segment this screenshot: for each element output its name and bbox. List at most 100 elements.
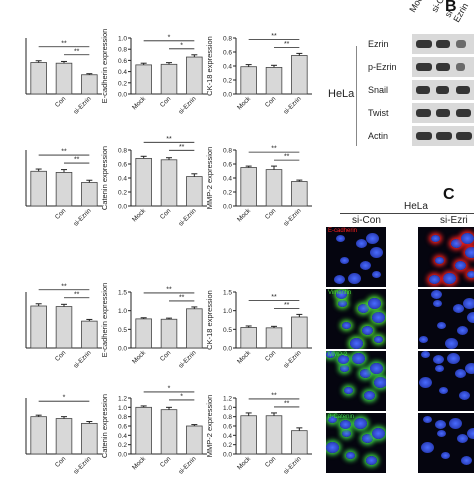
y-tick-label: 0.2 bbox=[118, 80, 127, 87]
nucleus bbox=[336, 235, 345, 242]
nucleus bbox=[342, 430, 351, 437]
bar bbox=[160, 409, 178, 455]
blot-bracket bbox=[356, 46, 357, 146]
bar-chart-svg: Con si-Ezrin ** ** bbox=[25, 283, 102, 370]
nucleus bbox=[360, 369, 371, 378]
nucleus bbox=[423, 416, 432, 423]
nucleus bbox=[344, 387, 353, 394]
y-axis-label: CK-18 expression bbox=[205, 36, 214, 96]
x-tick-label: Mock bbox=[236, 207, 252, 223]
if-stain-label: MMP-2 bbox=[328, 352, 348, 358]
nucleus bbox=[364, 391, 375, 400]
significance-label: ** bbox=[61, 40, 67, 47]
if-tile-si-ezrin bbox=[418, 351, 474, 411]
nucleus bbox=[433, 300, 442, 307]
y-tick-label: 0.6 bbox=[118, 424, 127, 431]
y-axis-label: E-cadherin expression bbox=[100, 283, 109, 358]
bar bbox=[160, 63, 178, 95]
nucleus bbox=[467, 428, 474, 439]
blot-cell-line: HeLa bbox=[328, 88, 355, 100]
x-tick-label: Con bbox=[159, 349, 173, 363]
blot-protein-label: Twist bbox=[368, 108, 389, 118]
y-tick-label: 0.8 bbox=[223, 414, 232, 421]
nucleus bbox=[465, 363, 474, 374]
bar-chart-9: 0.0 0.5 1.0 1.5 Mock Con si-Ezrin ** ** CK-18 exp… bbox=[200, 290, 320, 378]
y-tick-label: 1.0 bbox=[118, 36, 127, 43]
y-tick-label: 0.8 bbox=[118, 148, 127, 155]
blot-band bbox=[436, 63, 450, 71]
significance-label: ** bbox=[74, 291, 80, 298]
x-tick-label: si-Ezrin bbox=[72, 95, 93, 116]
y-axis-label: Catenin expression bbox=[100, 146, 109, 210]
nucleus bbox=[338, 355, 349, 364]
nucleus bbox=[362, 434, 373, 443]
x-tick-label: si-Ezrin bbox=[282, 207, 303, 228]
nucleus bbox=[366, 233, 379, 244]
nucleus bbox=[457, 434, 468, 443]
bar-chart-7: Con si-Ezrin ** ** bbox=[0, 283, 110, 378]
blot-protein-label: Actin bbox=[368, 131, 389, 141]
y-tick-label: 0.5 bbox=[118, 327, 127, 334]
nucleus bbox=[348, 273, 361, 284]
nucleus bbox=[336, 290, 347, 299]
nucleus bbox=[372, 271, 381, 278]
x-tick-label: Con bbox=[159, 455, 173, 469]
bar-chart-11: 0.0 0.2 0.4 0.6 0.8 1.0 1.2 Mock Con si-Ezrin * * Ca… bbox=[95, 385, 215, 484]
significance-label: ** bbox=[271, 33, 277, 40]
bar-chart-svg: 0.0 0.2 0.4 0.6 0.8 1.0 1.2 Mock Con si-Ezrin ** **… bbox=[205, 392, 312, 476]
bar-chart-svg: Con si-Ezrin ** ** bbox=[25, 149, 102, 228]
x-tick-label: si-Ezrin bbox=[72, 349, 93, 370]
blot-protein-label: Snail bbox=[368, 85, 389, 95]
blot-row-p-ezrin bbox=[412, 57, 474, 77]
panel-letter-b: B bbox=[445, 0, 457, 15]
significance-label: ** bbox=[271, 392, 277, 399]
x-tick-label: Con bbox=[54, 207, 68, 221]
x-tick-label: Mock bbox=[131, 455, 147, 471]
nucleus bbox=[340, 420, 351, 429]
nucleus bbox=[465, 247, 474, 258]
y-tick-label: 0.0 bbox=[118, 204, 127, 211]
bar bbox=[55, 171, 73, 207]
bar-chart-5: 0.0 0.2 0.4 0.6 0.8 Mock Con si-Ezrin ** ** Cateni… bbox=[95, 136, 215, 236]
y-tick-label: 0.8 bbox=[223, 148, 232, 155]
x-tick-label: si-Ezrin bbox=[282, 349, 303, 370]
if-tile-si-ezrin bbox=[418, 227, 474, 287]
bar-chart-svg: 0.0 0.2 0.4 0.6 0.8 1.0 Mock Con si-Ezrin * * E-cad… bbox=[100, 29, 207, 116]
blot-band bbox=[456, 86, 470, 94]
bar-chart-svg: 0.0 0.2 0.4 0.6 0.8 Mock Con si-Ezrin ** ** CK-18 … bbox=[205, 33, 312, 116]
nucleus bbox=[461, 233, 474, 244]
blot-band bbox=[416, 132, 432, 140]
y-tick-label: 0.4 bbox=[223, 176, 232, 183]
bar bbox=[30, 305, 47, 349]
nucleus bbox=[370, 247, 383, 258]
significance-label: * bbox=[180, 393, 183, 400]
blot-band bbox=[456, 109, 471, 117]
significance-label: ** bbox=[61, 149, 67, 156]
blot-row-actin bbox=[412, 126, 474, 146]
bar-chart-6: 0.0 0.2 0.4 0.6 0.8 Mock Con si-Ezrin ** ** MMP-2 … bbox=[200, 146, 320, 236]
x-tick-label: Mock bbox=[236, 349, 252, 365]
if-col-label-si-con: si-Con bbox=[352, 215, 381, 226]
y-axis-label: CK-18 expression bbox=[205, 290, 214, 350]
nucleus bbox=[435, 365, 444, 372]
blot-row-ezrin bbox=[412, 34, 474, 54]
bar-chart-2: 0.0 0.2 0.4 0.6 0.8 1.0 Mock Con si-Ezrin * * E-cad… bbox=[95, 29, 215, 124]
if-tile-si-con: β-Catenin bbox=[326, 413, 386, 473]
significance-label: ** bbox=[74, 48, 80, 55]
nucleus bbox=[354, 418, 367, 429]
significance-label: ** bbox=[271, 294, 277, 301]
bar bbox=[55, 418, 73, 455]
y-tick-label: 0.8 bbox=[223, 36, 232, 43]
western-blot-panel: Mock si-Con si-Ezrin HeLa Ezrin p-Ezrin Sn… bbox=[328, 0, 474, 150]
bar-chart-svg: 0.0 0.2 0.4 0.6 0.8 Mock Con si-Ezrin ** ** Cateni… bbox=[100, 136, 207, 228]
if-stain-label: β-Catenin bbox=[328, 414, 355, 420]
if-header-line bbox=[340, 213, 474, 214]
blot-band bbox=[456, 40, 466, 48]
x-tick-label: Mock bbox=[236, 95, 252, 111]
bar bbox=[240, 167, 257, 207]
y-tick-label: 0.4 bbox=[118, 176, 127, 183]
y-tick-label: 0.0 bbox=[223, 204, 232, 211]
bar bbox=[265, 327, 283, 349]
bar bbox=[55, 62, 73, 95]
x-tick-label: Mock bbox=[236, 455, 252, 471]
